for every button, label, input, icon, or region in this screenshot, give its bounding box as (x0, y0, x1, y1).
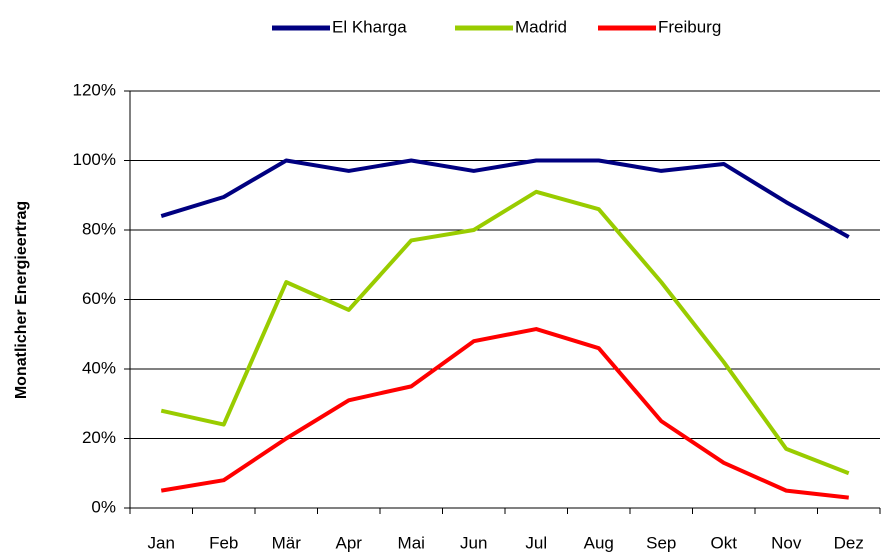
x-tick-label: Dez (834, 533, 864, 552)
x-tick-label: Mär (272, 533, 302, 552)
x-tick-label: Nov (771, 533, 802, 552)
y-axis-label: Monatlicher Energieertrag (13, 201, 30, 399)
y-tick-label: 120% (73, 80, 116, 99)
x-tick-label: Jun (460, 533, 487, 552)
series-line (160, 327, 849, 500)
x-tick-label: Okt (711, 533, 738, 552)
legend-label: El Kharga (332, 17, 407, 36)
y-tick-label: 60% (82, 289, 116, 308)
x-tick-label: Apr (336, 533, 363, 552)
y-tick-label: 40% (82, 358, 116, 377)
y-tick-label: 100% (73, 150, 116, 169)
x-tick-label: Mai (398, 533, 425, 552)
x-tick-label: Feb (209, 533, 238, 552)
y-tick-label: 0% (91, 497, 116, 516)
legend-label: Freiburg (658, 17, 721, 36)
y-tick-label: 20% (82, 428, 116, 447)
x-tick-label: Jan (148, 533, 175, 552)
x-tick-label: Sep (646, 533, 676, 552)
legend-label: Madrid (515, 17, 567, 36)
y-tick-label: 80% (82, 219, 116, 238)
series-line (160, 189, 850, 476)
x-tick-label: Jul (525, 533, 547, 552)
series-line (160, 158, 850, 239)
x-tick-label: Aug (584, 533, 614, 552)
